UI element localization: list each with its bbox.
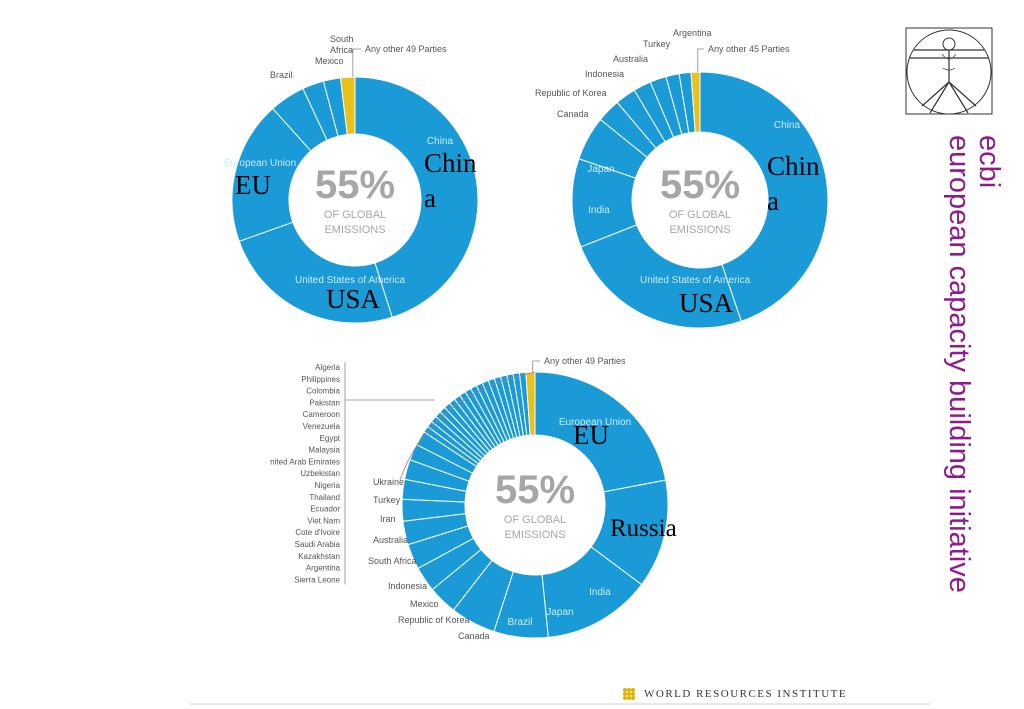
list-label-sierra-leone: Sierra Leone bbox=[294, 575, 340, 584]
callout-australia: Australia bbox=[373, 535, 408, 545]
list-label-ecuador: Ecuador bbox=[310, 505, 340, 514]
list-label-algeria: Algeria bbox=[315, 363, 340, 372]
leader-line-other bbox=[532, 360, 540, 373]
footer-divider bbox=[190, 703, 930, 705]
overlay-eu-chart3: EU bbox=[573, 420, 609, 450]
list-label-united-arab-emirates: United Arab Emirates bbox=[270, 457, 340, 466]
leader-line-other bbox=[352, 48, 361, 78]
center-value: 55% bbox=[660, 163, 740, 207]
callout-indonesia: Indonesia bbox=[585, 69, 624, 79]
inner-label-brazil: Brazil bbox=[507, 617, 532, 628]
slice-any-other-45-parties bbox=[690, 71, 701, 133]
list-label-philippines: Philippines bbox=[301, 375, 340, 384]
overlay-china-line1-c2: Chin bbox=[767, 151, 820, 181]
overlay-china-line2-c2: a bbox=[767, 186, 779, 216]
inner-label-united-states-of-america: United States of America bbox=[640, 275, 750, 286]
inner-label-china: China bbox=[427, 136, 454, 147]
slice-united-states-of-america bbox=[238, 221, 393, 324]
center-label-line2: EMISSIONS bbox=[324, 224, 385, 236]
wri-footer: WORLD RESOURCES INSTITUTE bbox=[620, 682, 847, 706]
list-label-pakistan: Pakistan bbox=[309, 398, 340, 407]
overlay-russia-chart3: Russia bbox=[610, 515, 677, 542]
slice-united-states-of-america bbox=[580, 224, 742, 329]
list-arc-guide bbox=[399, 371, 536, 481]
overlay-china-line1: Chin bbox=[424, 148, 477, 178]
overlay-usa-chart1: USA bbox=[326, 284, 381, 314]
inner-label-india: India bbox=[589, 587, 611, 598]
center-value: 55% bbox=[315, 163, 395, 207]
inner-label-united-states-of-america: United States of America bbox=[295, 275, 405, 286]
wri-footer-text: WORLD RESOURCES INSTITUTE bbox=[644, 688, 848, 700]
donut-chart-3: 55% OF GLOBAL EMISSIONS European Union India… bbox=[270, 356, 669, 641]
callout-any-other-45-parties: Any other 45 Parties bbox=[708, 44, 790, 54]
list-label-thailand: Thailand bbox=[309, 493, 340, 502]
ecbi-side-label: european capacity building initiative ec… bbox=[912, 135, 1005, 645]
overlay-china-chart2: Chin a bbox=[767, 153, 820, 215]
inner-label-european-union: European Union bbox=[224, 158, 296, 169]
inner-label-japan: Japan bbox=[587, 164, 614, 175]
center-label-line1: OF GLOBAL bbox=[324, 209, 386, 221]
ecbi-side-text-abbr: ecbi bbox=[973, 135, 1002, 188]
callout-australia: Australia bbox=[613, 54, 648, 64]
slice-china bbox=[354, 76, 479, 318]
list-label-egypt: Egypt bbox=[320, 434, 341, 443]
center-value: 55% bbox=[495, 468, 575, 512]
list-label-colombia: Colombia bbox=[306, 387, 340, 396]
callout-south-africa: South Africa bbox=[368, 556, 417, 566]
callout-canada: Canada bbox=[458, 631, 490, 641]
list-label-argentina: Argentina bbox=[306, 564, 341, 573]
callout-canada: Canada bbox=[557, 109, 589, 119]
ecbi-side-text-main: european capacity building initiative bbox=[943, 135, 975, 593]
center-label-line2: EMISSIONS bbox=[504, 529, 565, 541]
callout-turkey: Turkey bbox=[643, 39, 671, 49]
inner-label-china: China bbox=[774, 120, 801, 131]
callout-south-africa-2: Africa bbox=[330, 45, 353, 55]
list-label-venezuela: Venezuela bbox=[303, 422, 341, 431]
slice-china bbox=[699, 71, 829, 322]
callout-any-other-49-parties: Any other 49 Parties bbox=[365, 44, 447, 54]
list-label-nigeria: Nigeria bbox=[315, 481, 341, 490]
list-label-malaysia: Malaysia bbox=[308, 446, 340, 455]
callout-argentina: Argentina bbox=[673, 28, 712, 38]
list-label-cote-d-ivoire: Cote d'Ivoire bbox=[295, 528, 340, 537]
callout-republic-of-korea: Republic of Korea bbox=[398, 615, 470, 625]
list-label-viet-nam: Viet Nam bbox=[307, 516, 340, 525]
overlay-china-line2: a bbox=[424, 183, 436, 213]
slice-any-other-49-parties bbox=[525, 371, 536, 436]
list-label-kazakhstan: Kazakhstan bbox=[298, 552, 340, 561]
overlay-eu-chart1: EU bbox=[235, 170, 271, 200]
callout-republic-of-korea: Republic of Korea bbox=[535, 88, 607, 98]
callout-iran: Iran bbox=[380, 514, 396, 524]
callout-any-other-49-parties: Any other 49 Parties bbox=[544, 356, 626, 366]
list-label-saudi-arabia: Saudi Arabia bbox=[295, 540, 341, 549]
center-label-line2: EMISSIONS bbox=[669, 224, 730, 236]
list-label-uzbekistan: Uzbekistan bbox=[300, 469, 340, 478]
leader-line-other bbox=[697, 48, 704, 73]
wri-logo-icon bbox=[623, 688, 635, 700]
callout-turkey: Turkey bbox=[373, 495, 401, 505]
callout-indonesia: Indonesia bbox=[388, 581, 427, 591]
inner-label-japan: Japan bbox=[546, 607, 573, 618]
center-label-line1: OF GLOBAL bbox=[669, 209, 731, 221]
callout-mexico: Mexico bbox=[410, 599, 439, 609]
callout-south-africa-1: South bbox=[330, 34, 354, 44]
list-label-cameroon: Cameroon bbox=[303, 410, 340, 419]
callout-mexico: Mexico bbox=[315, 56, 344, 66]
overlay-china-chart1: Chin a bbox=[424, 150, 477, 212]
slice-european-union bbox=[534, 371, 667, 493]
center-label-line1: OF GLOBAL bbox=[504, 514, 566, 526]
slice-any-other-49-parties bbox=[339, 76, 356, 136]
overlay-usa-chart2: USA bbox=[679, 288, 734, 318]
inner-label-european-union: European Union bbox=[559, 417, 631, 428]
callout-ukraine: Ukraine bbox=[373, 477, 404, 487]
vitruvian-man-logo bbox=[905, 27, 993, 115]
callout-brazil: Brazil bbox=[270, 70, 293, 80]
inner-label-india: India bbox=[588, 205, 610, 216]
